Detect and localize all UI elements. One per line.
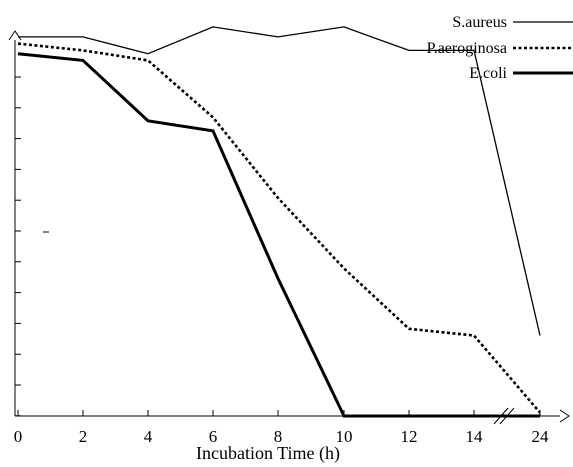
x-tick-label: 12 [401,427,418,446]
x-tick-label: 4 [144,427,153,446]
x-tick-label: 14 [466,427,484,446]
x-tick-label: 0 [14,427,23,446]
axes [8,30,570,425]
x-tick-label: 6 [209,427,218,446]
x-axis-label: Incubation Time (h) [196,443,340,464]
x-tick-label: 24 [532,427,550,446]
legend: S.aureus P.aeroginosa E.coli [427,14,573,82]
legend-label: S.aureus [452,14,507,31]
series-layer [17,26,541,418]
x-tick-label: 10 [336,427,353,446]
x-tick-label: 8 [274,427,283,446]
legend-label: E.coli [469,65,507,82]
tick-labels: 0 2 4 6 8 10 12 14 24 [14,427,549,446]
series-line-s-aureus [18,26,541,336]
x-tick-label: 2 [79,427,88,446]
y-axis-arrow [8,30,22,41]
series-line-p-aeroginosa [17,42,541,414]
series-line-e-coli [17,52,540,418]
x-axis-arrow [559,409,570,423]
legend-label: P.aeroginosa [427,40,507,57]
